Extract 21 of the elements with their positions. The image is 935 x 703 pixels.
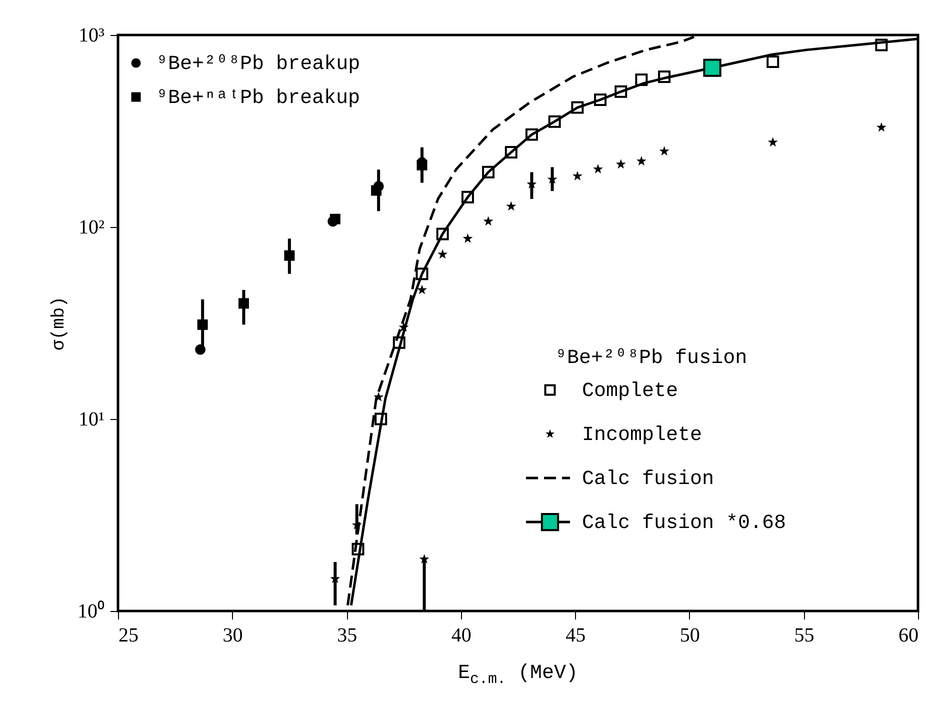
x-tick-label: 45 (566, 624, 586, 646)
x-tick-label: 50 (680, 624, 700, 646)
x-tick-label: 40 (451, 624, 472, 646)
x-tick-label: 35 (337, 624, 358, 646)
x-tick-label: 25 (118, 624, 138, 646)
y-tick-label: 10³ (78, 24, 104, 46)
y-tick-label: 10¹ (78, 408, 104, 430)
legend-label: ⁹Be+ⁿᵃᵗPb breakup (156, 87, 360, 110)
x-tick-label: 30 (222, 624, 243, 646)
legend-label: Complete (582, 380, 678, 403)
x-tick-label: 55 (794, 624, 814, 646)
y-tick-label: 10² (78, 216, 104, 238)
x-axis-title: E$_{c.m.}$ (MeV) (456, 662, 580, 688)
x-tick-label: 60 (898, 624, 918, 646)
y-tick-label: 10⁰ (78, 600, 104, 622)
legend-title: ⁹Be+²⁰⁸Pb fusion (555, 347, 748, 370)
legend-label: ⁹Be+²⁰⁸Pb breakup (156, 53, 360, 76)
y-axis-title: σ(mb) (50, 296, 70, 351)
legend-label: Incomplete (582, 424, 702, 447)
legend-label: Calc fusion (582, 468, 714, 491)
legend-label: Calc fusion *0.68 (582, 512, 786, 535)
